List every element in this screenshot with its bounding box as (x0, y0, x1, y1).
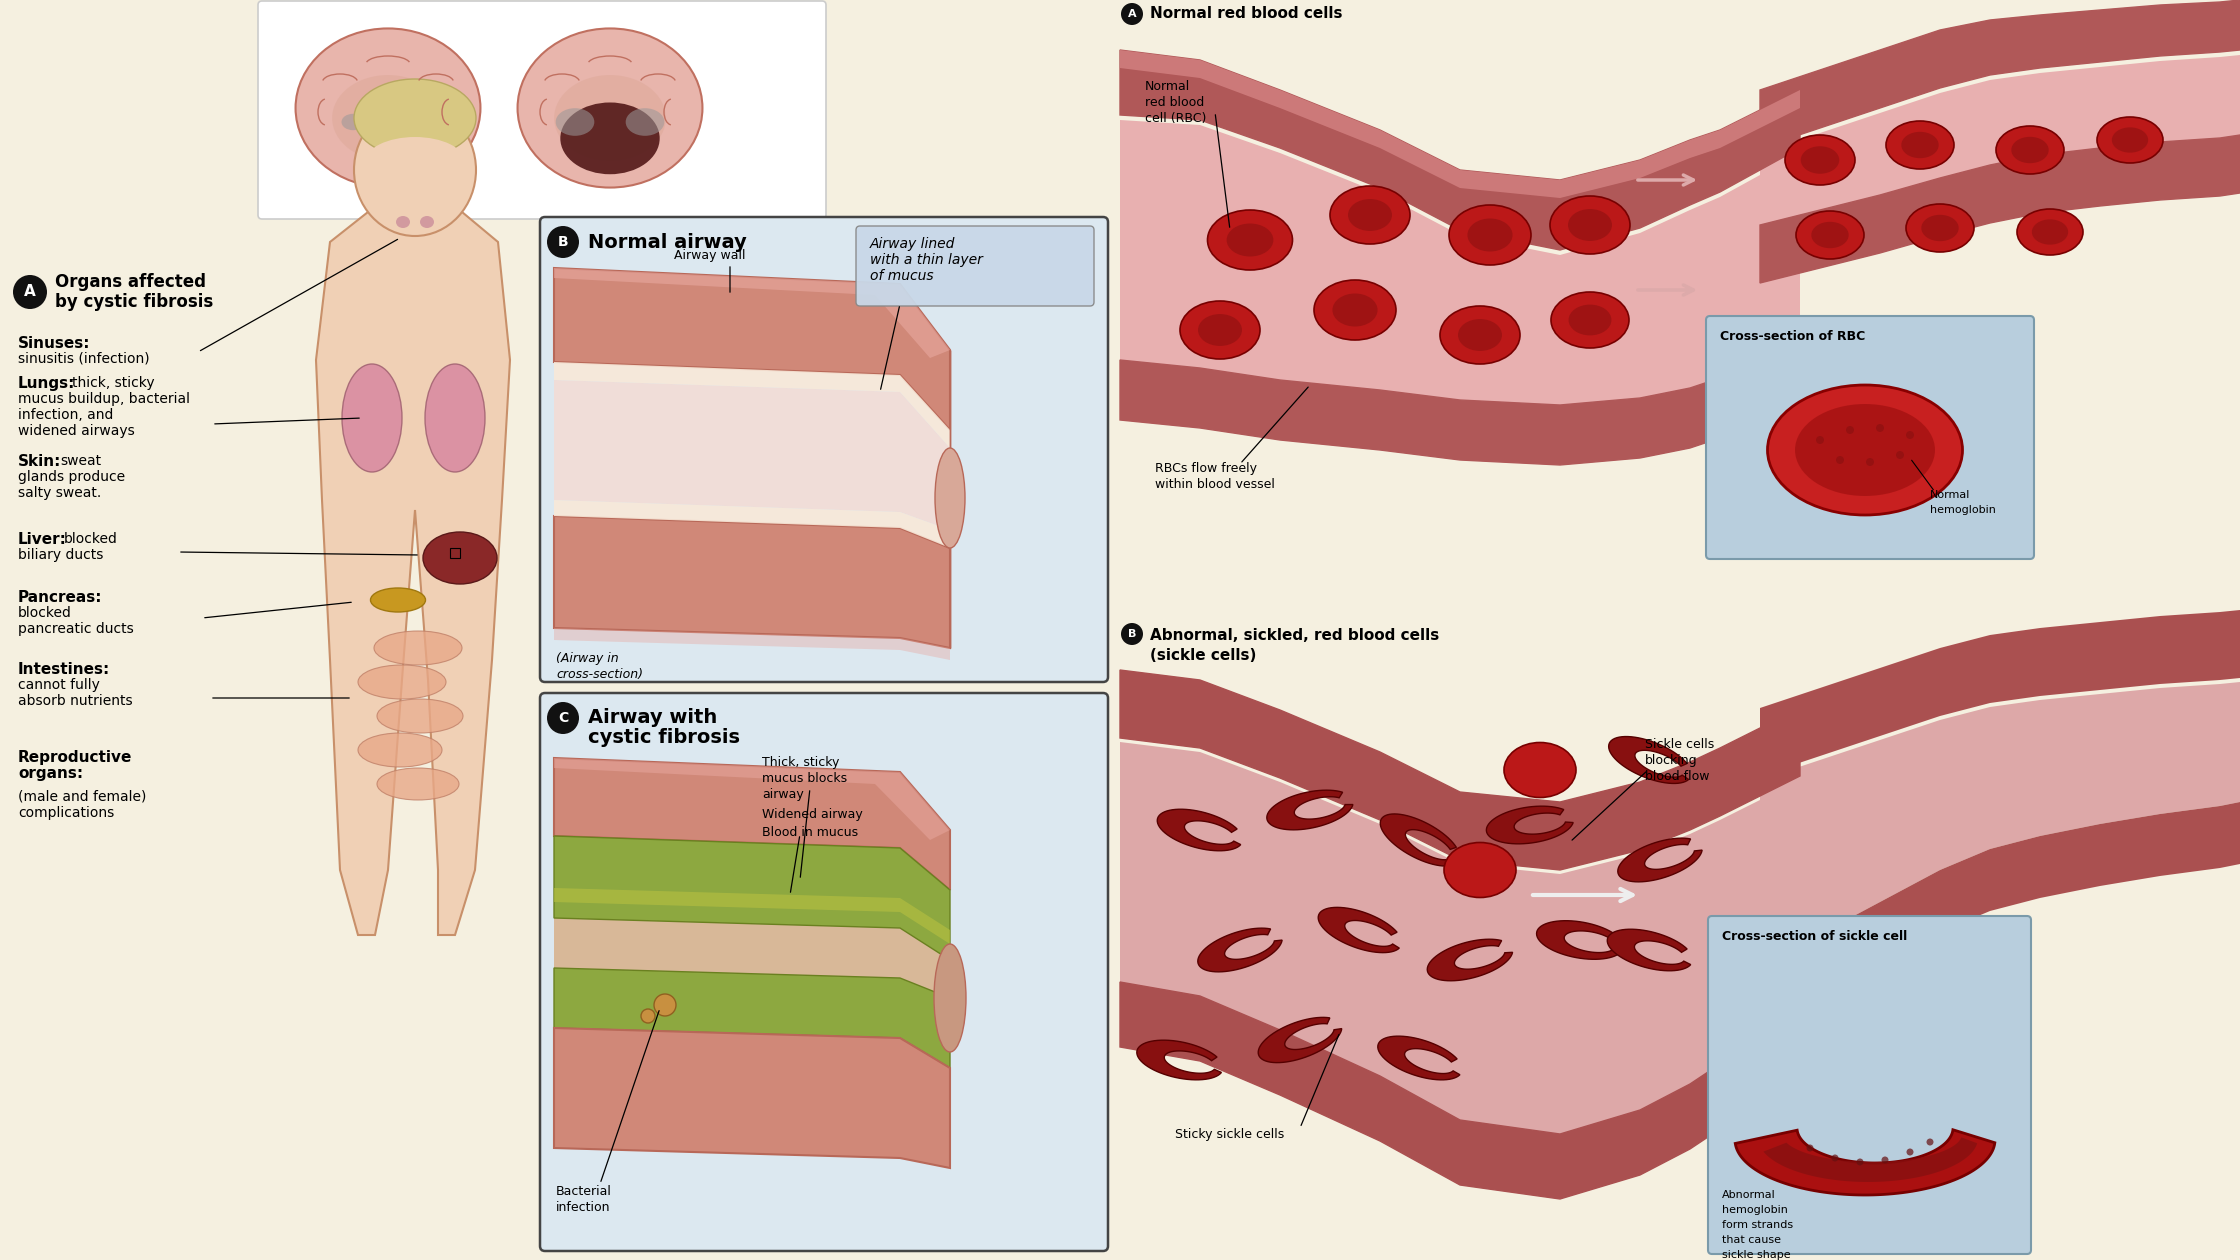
Circle shape (1846, 426, 1855, 433)
Polygon shape (553, 268, 950, 430)
Text: Airway with: Airway with (587, 708, 717, 727)
Text: Airway lined: Airway lined (869, 237, 956, 251)
Ellipse shape (1794, 404, 1935, 496)
Ellipse shape (2032, 219, 2068, 244)
Circle shape (1882, 1157, 1888, 1163)
Text: that cause: that cause (1723, 1235, 1781, 1245)
Text: absorb nutrients: absorb nutrients (18, 694, 132, 708)
Polygon shape (1761, 803, 2240, 1028)
Polygon shape (553, 362, 950, 449)
Ellipse shape (340, 113, 365, 130)
Circle shape (1817, 436, 1823, 444)
Text: Sticky sickle cells: Sticky sickle cells (1176, 1128, 1284, 1142)
Polygon shape (1763, 1138, 1978, 1182)
Polygon shape (1761, 682, 2240, 966)
Polygon shape (1120, 50, 1801, 198)
Text: mucus blocks: mucus blocks (762, 772, 847, 785)
Polygon shape (1198, 929, 1281, 971)
Text: blood flow: blood flow (1644, 770, 1709, 782)
Text: (Airway in: (Airway in (556, 651, 618, 665)
Circle shape (654, 994, 676, 1016)
Text: Normal airway: Normal airway (587, 233, 746, 252)
Text: Cross-section of sickle cell: Cross-section of sickle cell (1723, 930, 1906, 942)
FancyBboxPatch shape (540, 693, 1109, 1251)
Circle shape (1906, 1149, 1913, 1155)
Polygon shape (553, 1028, 950, 1168)
Ellipse shape (296, 29, 479, 188)
Text: (male and female): (male and female) (18, 790, 146, 804)
Ellipse shape (1503, 742, 1577, 798)
Polygon shape (553, 759, 950, 840)
Ellipse shape (1568, 209, 1613, 241)
FancyBboxPatch shape (258, 1, 827, 219)
Text: Intestines:: Intestines: (18, 662, 110, 677)
Ellipse shape (365, 137, 466, 186)
Text: red blood: red blood (1145, 96, 1205, 110)
Ellipse shape (1550, 197, 1631, 255)
Text: B: B (1127, 629, 1136, 639)
Text: glands produce: glands produce (18, 470, 125, 484)
Text: airway: airway (762, 788, 804, 801)
Circle shape (1120, 622, 1142, 645)
Text: Lungs:: Lungs: (18, 375, 76, 391)
Polygon shape (1427, 939, 1512, 980)
Ellipse shape (1440, 306, 1521, 364)
Text: sweat: sweat (60, 454, 101, 467)
Text: hemoglobin: hemoglobin (1723, 1205, 1788, 1215)
Ellipse shape (934, 449, 965, 548)
Ellipse shape (934, 944, 965, 1052)
Polygon shape (1120, 982, 1801, 1200)
Ellipse shape (376, 769, 459, 800)
Polygon shape (1380, 814, 1456, 866)
Ellipse shape (396, 215, 410, 228)
Ellipse shape (423, 532, 497, 583)
Ellipse shape (370, 588, 426, 612)
Polygon shape (1617, 838, 1702, 882)
Text: sickle shape: sickle shape (1723, 1250, 1790, 1260)
Text: complications: complications (18, 806, 114, 820)
Ellipse shape (2012, 137, 2050, 164)
Text: C: C (558, 711, 569, 724)
Text: (sickle cells): (sickle cells) (1149, 648, 1257, 663)
Circle shape (1866, 457, 1875, 466)
Text: Reproductive: Reproductive (18, 750, 132, 765)
Polygon shape (1761, 610, 2240, 776)
Polygon shape (1317, 907, 1400, 953)
Text: widened airways: widened airways (18, 425, 134, 438)
Text: Sickle cells: Sickle cells (1644, 738, 1714, 751)
Text: Normal: Normal (1145, 79, 1189, 93)
Polygon shape (1378, 1036, 1460, 1080)
Text: cross-section): cross-section) (556, 668, 643, 680)
Text: Bacterial: Bacterial (556, 1184, 612, 1198)
Ellipse shape (412, 113, 435, 130)
Text: salty sweat.: salty sweat. (18, 486, 101, 500)
Text: infection, and: infection, and (18, 408, 114, 422)
Polygon shape (553, 500, 950, 548)
Ellipse shape (1801, 146, 1839, 174)
Ellipse shape (1550, 292, 1628, 348)
Circle shape (1832, 1154, 1839, 1162)
Text: Thick, sticky: Thick, sticky (762, 756, 840, 769)
Ellipse shape (421, 215, 435, 228)
Ellipse shape (1902, 132, 1938, 159)
Text: Widened airway: Widened airway (762, 808, 862, 822)
Ellipse shape (1906, 204, 1973, 252)
Ellipse shape (1785, 135, 1855, 185)
Polygon shape (553, 759, 950, 890)
Ellipse shape (1467, 218, 1512, 252)
Ellipse shape (354, 79, 475, 158)
Text: Abnormal: Abnormal (1723, 1189, 1776, 1200)
Text: form strands: form strands (1723, 1220, 1794, 1230)
Text: Blood in mucus: Blood in mucus (762, 827, 858, 839)
Text: of mucus: of mucus (869, 268, 934, 284)
Polygon shape (553, 268, 950, 358)
Polygon shape (1259, 1017, 1342, 1062)
Polygon shape (553, 968, 950, 1068)
Ellipse shape (1568, 305, 1611, 335)
Polygon shape (553, 381, 950, 530)
Ellipse shape (1812, 222, 1848, 248)
Text: A: A (25, 285, 36, 300)
Ellipse shape (332, 76, 444, 161)
FancyBboxPatch shape (1707, 916, 2032, 1254)
